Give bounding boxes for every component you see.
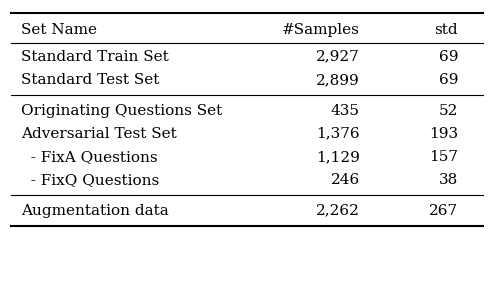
- Text: 52: 52: [439, 104, 458, 118]
- Text: Augmentation data: Augmentation data: [21, 204, 169, 218]
- Text: 1,376: 1,376: [316, 127, 360, 141]
- Text: 2,262: 2,262: [316, 204, 360, 218]
- Text: Adversarial Test Set: Adversarial Test Set: [21, 127, 177, 141]
- Text: 193: 193: [429, 127, 458, 141]
- Text: 38: 38: [439, 173, 458, 187]
- Text: 157: 157: [429, 150, 458, 164]
- Text: 2,927: 2,927: [316, 50, 360, 64]
- Text: 69: 69: [439, 50, 458, 64]
- Text: Standard Train Set: Standard Train Set: [21, 50, 169, 64]
- Text: Standard Test Set: Standard Test Set: [21, 73, 160, 87]
- Text: - FixA Questions: - FixA Questions: [21, 150, 158, 164]
- Text: std: std: [435, 23, 458, 37]
- Text: - FixQ Questions: - FixQ Questions: [21, 173, 159, 187]
- Text: 267: 267: [429, 204, 458, 218]
- Text: 1,129: 1,129: [316, 150, 360, 164]
- Text: 2,899: 2,899: [316, 73, 360, 87]
- Text: 69: 69: [439, 73, 458, 87]
- Text: Set Name: Set Name: [21, 23, 97, 37]
- Text: #Samples: #Samples: [282, 23, 360, 37]
- Text: 246: 246: [330, 173, 360, 187]
- Text: 435: 435: [331, 104, 360, 118]
- Text: Originating Questions Set: Originating Questions Set: [21, 104, 222, 118]
